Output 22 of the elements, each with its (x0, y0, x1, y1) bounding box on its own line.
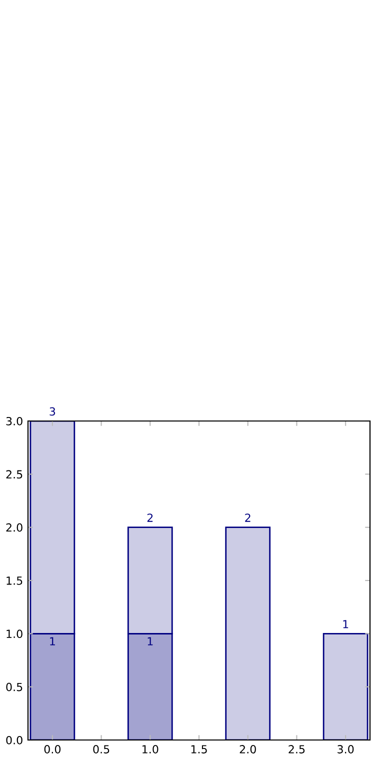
total-label: 2 (245, 514, 250, 522)
y-tick-label: 1.5 (6, 576, 22, 585)
y-tick-label: 2.5 (6, 470, 22, 479)
y-tick-label: 2.0 (6, 523, 22, 532)
x-tick-label: 0.5 (93, 745, 110, 754)
y-tick-label: 3.0 (6, 416, 22, 426)
total-label: 2 (147, 514, 153, 522)
data-label: 1 (50, 637, 55, 646)
x-tick-label: 2.5 (288, 745, 305, 754)
y-tick-label: 1.0 (6, 630, 22, 638)
x-tick-label: 3.0 (338, 745, 354, 754)
data-label: 1 (148, 637, 153, 646)
total-label: 1 (343, 620, 348, 628)
y-tick-label: 0.5 (6, 682, 22, 692)
x-tick-label: 1.5 (191, 745, 207, 754)
y-tick-label: 0.0 (6, 736, 22, 744)
x-tick-label: 1.0 (142, 745, 158, 754)
bar (322, 632, 368, 740)
total-label: 3 (50, 407, 56, 416)
bar (225, 526, 271, 740)
x-tick-label: 2.0 (240, 745, 256, 754)
x-tick-label: 0.0 (44, 745, 61, 754)
